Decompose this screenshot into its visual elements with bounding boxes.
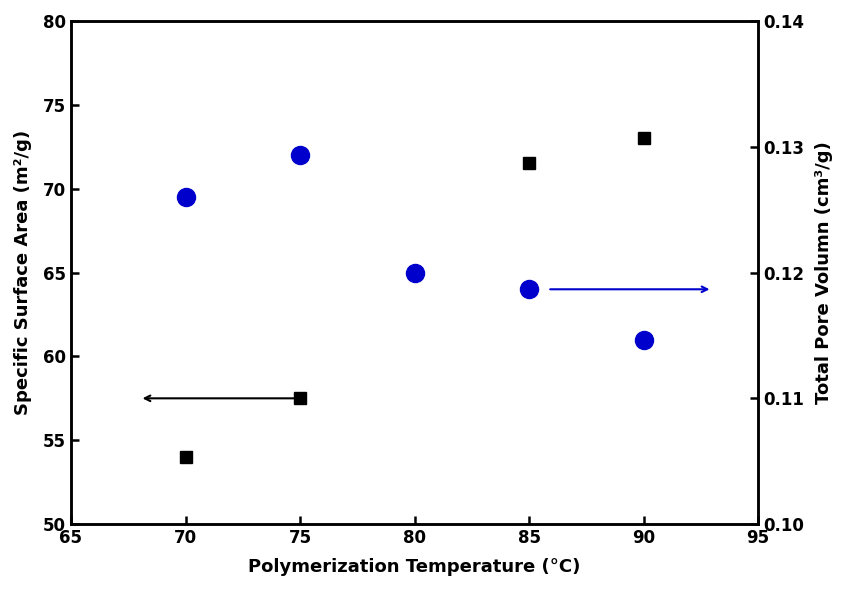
Y-axis label: Specific Surface Area (m²/g): Specific Surface Area (m²/g) — [14, 130, 32, 415]
Y-axis label: Total Pore Volumn (cm³/g): Total Pore Volumn (cm³/g) — [815, 141, 833, 404]
X-axis label: Polymerization Temperature (°C): Polymerization Temperature (°C) — [248, 558, 581, 576]
